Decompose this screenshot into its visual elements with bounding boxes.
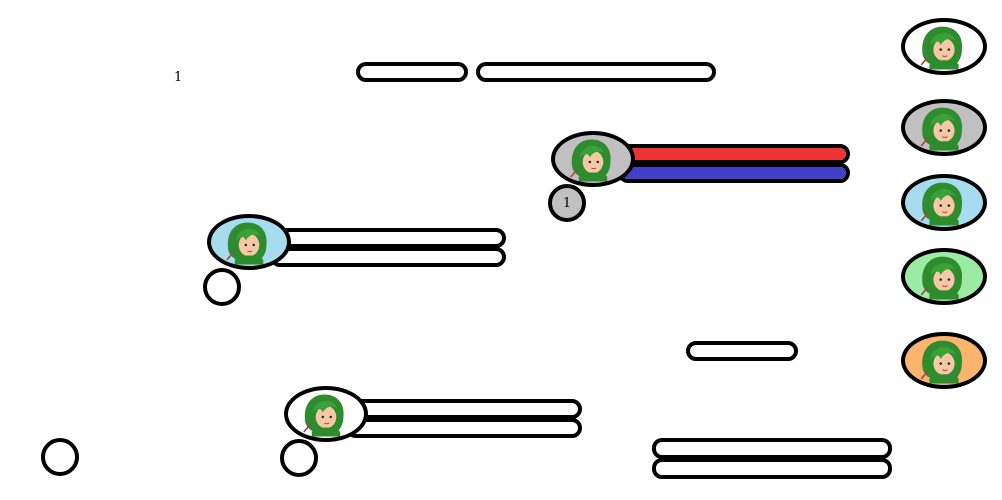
green-haired-hero-portrait-icon: [303, 393, 345, 438]
white-unit-mana-bar: [346, 418, 582, 438]
roster-portrait-orange[interactable]: [901, 332, 987, 389]
blue-unit-mana-bar: [270, 247, 506, 267]
white-unit-portrait[interactable]: [284, 386, 368, 442]
selected-unit-mana-bar: [618, 163, 850, 183]
selected-unit-health-fill: [622, 148, 846, 160]
roster-portrait-white[interactable]: [901, 18, 987, 75]
selected-unit-mana-fill: [622, 167, 846, 179]
selected-unit-portrait[interactable]: [551, 131, 635, 187]
white-unit-level-badge: [280, 439, 318, 477]
green-haired-hero-portrait-icon: [570, 138, 612, 183]
white-unit-health-bar: [346, 399, 582, 419]
bottom-bar-upper: [652, 438, 892, 459]
blue-unit-health-bar: [270, 228, 506, 248]
blue-unit-portrait[interactable]: [207, 214, 291, 270]
green-haired-hero-portrait-icon: [920, 106, 963, 152]
middle-bar: [686, 341, 798, 361]
roster-portrait-green[interactable]: [901, 248, 987, 305]
green-haired-hero-portrait-icon: [226, 221, 268, 266]
green-haired-hero-portrait-icon: [920, 25, 963, 71]
top-bar-short: [356, 62, 468, 82]
selected-unit-health-bar: [618, 144, 850, 164]
top-bar-long: [476, 62, 716, 82]
roster-portrait-grey[interactable]: [901, 99, 987, 156]
blue-unit-level-badge: [203, 268, 241, 306]
green-haired-hero-portrait-icon: [920, 181, 963, 227]
bottom-left-badge[interactable]: [41, 438, 79, 476]
bottom-bar-lower: [652, 458, 892, 479]
green-haired-hero-portrait-icon: [920, 339, 963, 385]
roster-portrait-blue[interactable]: [901, 174, 987, 231]
turn-counter: 1: [174, 70, 183, 85]
green-haired-hero-portrait-icon: [920, 255, 963, 301]
selected-unit-level-badge: 1: [548, 184, 586, 222]
